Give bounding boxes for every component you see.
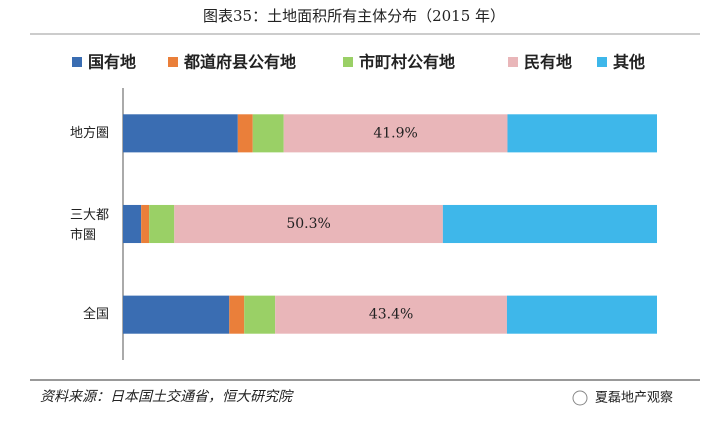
legend-swatch bbox=[508, 57, 518, 67]
legend-label: 市町村公有地 bbox=[359, 53, 455, 72]
legend-label: 都道府县公有地 bbox=[183, 53, 296, 72]
watermark-icon bbox=[572, 390, 588, 406]
legend-label: 民有地 bbox=[524, 53, 572, 72]
bar-segment bbox=[442, 204, 657, 244]
bar-segment bbox=[506, 295, 657, 334]
bar-segment bbox=[141, 204, 150, 244]
y-tick-label: 地方圏 bbox=[70, 125, 109, 141]
bar-segment bbox=[237, 114, 253, 153]
bar-segment bbox=[507, 114, 657, 153]
watermark: 夏磊地产观察 bbox=[595, 391, 673, 406]
bar-segment bbox=[252, 114, 284, 153]
legend-label: 其他 bbox=[613, 53, 645, 72]
data-label: 50.3% bbox=[286, 216, 330, 232]
y-tick-label: 三大都市圏 bbox=[70, 208, 109, 243]
bar-segment bbox=[123, 114, 238, 153]
bar-segment bbox=[123, 295, 230, 334]
bar-segment bbox=[283, 114, 508, 153]
data-label: 41.9% bbox=[373, 125, 417, 141]
bar-segment bbox=[275, 295, 507, 334]
legend-swatch bbox=[168, 57, 178, 67]
legend-label: 国有地 bbox=[88, 53, 136, 72]
legend-swatch bbox=[72, 57, 82, 67]
chart-title: 图表35：土地面积所有主体分布（2015 年） bbox=[203, 7, 505, 25]
bar-segment bbox=[123, 204, 142, 244]
bar-segment bbox=[174, 204, 443, 244]
bar-segment bbox=[244, 295, 276, 334]
legend-swatch bbox=[343, 57, 353, 67]
source-note: 资料来源：日本国土交通省，恒大研究院 bbox=[40, 389, 294, 405]
bar-segment bbox=[229, 295, 245, 334]
legend-swatch bbox=[597, 57, 607, 67]
y-tick-label: 全国 bbox=[83, 306, 109, 322]
data-label: 43.4% bbox=[369, 307, 413, 323]
bar-segment bbox=[149, 204, 175, 244]
